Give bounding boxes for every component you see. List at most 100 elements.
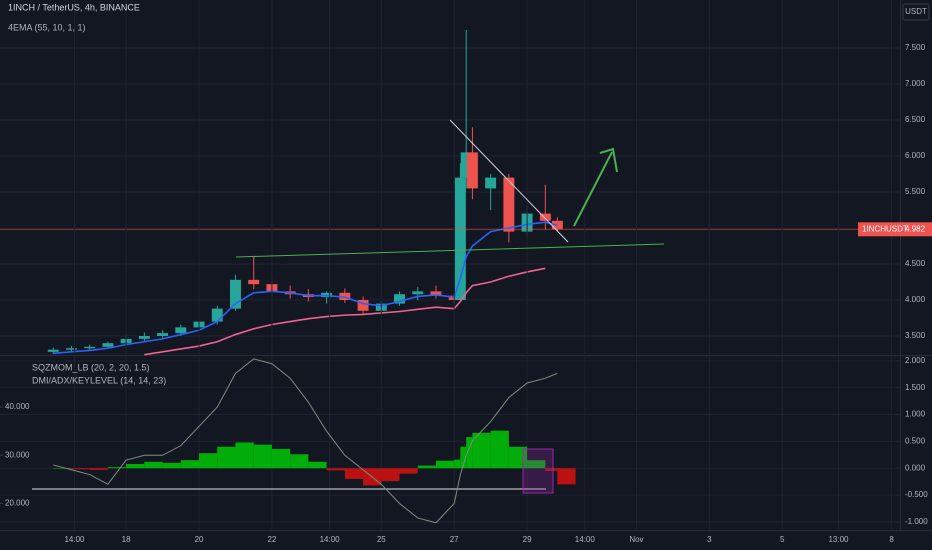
- momentum-bar: [490, 430, 509, 469]
- x-tick-label: 20: [195, 535, 204, 544]
- y2-tick-label: 1.000: [905, 410, 926, 419]
- x-tick-label: 14:00: [575, 535, 596, 544]
- y-tick-label: 30.000: [5, 450, 30, 459]
- momentum-bar: [162, 462, 181, 469]
- momentum-bar: [399, 468, 418, 474]
- momentum-bar: [89, 468, 108, 470]
- momentum-bar: [381, 468, 400, 482]
- y-tick-label: 7.000: [905, 79, 926, 88]
- momentum-bar: [144, 461, 163, 469]
- momentum-bar: [253, 444, 272, 469]
- candle-body: [102, 343, 114, 347]
- candle-body: [138, 335, 150, 339]
- x-tick-label: 27: [450, 535, 459, 544]
- y-tick-label: 5.500: [905, 187, 926, 196]
- momentum-bar: [454, 459, 461, 469]
- x-tick-label: 3: [707, 535, 712, 544]
- momentum-bar: [460, 446, 467, 469]
- x-tick-label: 22: [267, 535, 276, 544]
- y-tick-label: 3.500: [905, 331, 926, 340]
- unit-box: [902, 3, 930, 21]
- candle-body: [460, 152, 472, 178]
- y2-tick-label: 0.500: [905, 436, 926, 445]
- momentum-bar: [271, 448, 291, 469]
- momentum-bar: [217, 446, 236, 469]
- momentum-bar: [344, 468, 364, 479]
- momentum-bar: [235, 442, 254, 469]
- y-tick-label: 20.000: [5, 499, 30, 508]
- candle-body: [357, 299, 369, 311]
- momentum-bar: [527, 460, 546, 469]
- x-tick-label: 29: [523, 535, 532, 544]
- candle-body: [412, 291, 424, 295]
- series-label: DMI/ADX/KEYLEVEL (14, 14, 23): [32, 375, 166, 385]
- momentum-bar: [417, 465, 436, 469]
- momentum-bar: [126, 463, 145, 469]
- chart-title: 1INCH / TetherUS, 4h, BINANCE: [8, 2, 140, 12]
- series-label: SQZMOM_LB (20, 2, 20, 1.5): [32, 362, 150, 372]
- y-tick-label: 6.000: [905, 151, 926, 160]
- ema-line: [144, 267, 546, 356]
- y2-tick-label: 1.500: [905, 383, 926, 392]
- symbol-label: 1INCHUSDT: [862, 224, 908, 233]
- candle-body: [47, 349, 59, 352]
- momentum-bar: [545, 468, 558, 471]
- last-price-label: 4.982: [905, 224, 926, 233]
- dmi-line: [53, 358, 558, 524]
- momentum-bar: [326, 468, 345, 471]
- momentum-bar: [435, 460, 455, 469]
- momentum-bar: [53, 468, 72, 469]
- y2-tick-label: 2.000: [905, 356, 926, 365]
- arrow-head: [599, 147, 618, 173]
- candle-body: [211, 308, 223, 322]
- momentum-bar: [308, 461, 327, 469]
- candle-body: [485, 177, 497, 189]
- candle-body: [65, 348, 77, 350]
- last-price-box: [858, 222, 932, 237]
- y2-tick-label: -1.000: [905, 517, 928, 526]
- candle-body: [84, 346, 96, 349]
- x-tick-label: 8: [889, 535, 894, 544]
- support-trendline: [235, 243, 665, 258]
- candle-body: [503, 177, 515, 232]
- candle-body: [430, 291, 442, 296]
- candle-body: [230, 279, 241, 309]
- x-tick-label: 5: [780, 535, 785, 544]
- x-tick-label: 14:00: [320, 535, 341, 544]
- candle-body: [551, 220, 563, 230]
- plot: [0, 0, 900, 530]
- y-tick-label: 40.000: [5, 402, 30, 411]
- x-tick-label: 13:00: [828, 535, 849, 544]
- axis-unit: USDT: [905, 7, 927, 16]
- x-tick-label: 25: [377, 535, 386, 544]
- arrow: [573, 151, 613, 227]
- momentum-bar: [199, 453, 218, 469]
- y-tick-label: 6.500: [905, 115, 926, 124]
- candle-body: [539, 213, 551, 221]
- x-tick-label: 18: [122, 535, 131, 544]
- y2-tick-label: 0.000: [905, 463, 926, 472]
- momentum-bar: [472, 432, 491, 469]
- momentum-bar: [71, 468, 90, 470]
- y-tick-label: 4.000: [905, 295, 926, 304]
- x-tick-label: 14:00: [64, 535, 85, 544]
- momentum-bar: [466, 437, 473, 469]
- candle-body: [454, 177, 466, 300]
- y2-tick-label: -0.500: [905, 490, 928, 499]
- resistance-trendline: [449, 119, 569, 243]
- y-tick-label: 4.500: [905, 259, 926, 268]
- momentum-bar: [290, 454, 309, 469]
- candle-body: [466, 152, 478, 189]
- ema-line: [53, 221, 558, 355]
- indicator-label: 4EMA (55, 10, 1, 1): [8, 22, 86, 32]
- candle-body: [175, 327, 187, 334]
- momentum-bar: [180, 460, 200, 469]
- highlight-box: [522, 448, 554, 494]
- momentum-bar: [107, 467, 127, 469]
- x-tick-label: Nov: [629, 535, 643, 544]
- candle-body: [248, 279, 260, 285]
- momentum-bar: [557, 468, 576, 485]
- y-tick-label: 7.500: [905, 43, 926, 52]
